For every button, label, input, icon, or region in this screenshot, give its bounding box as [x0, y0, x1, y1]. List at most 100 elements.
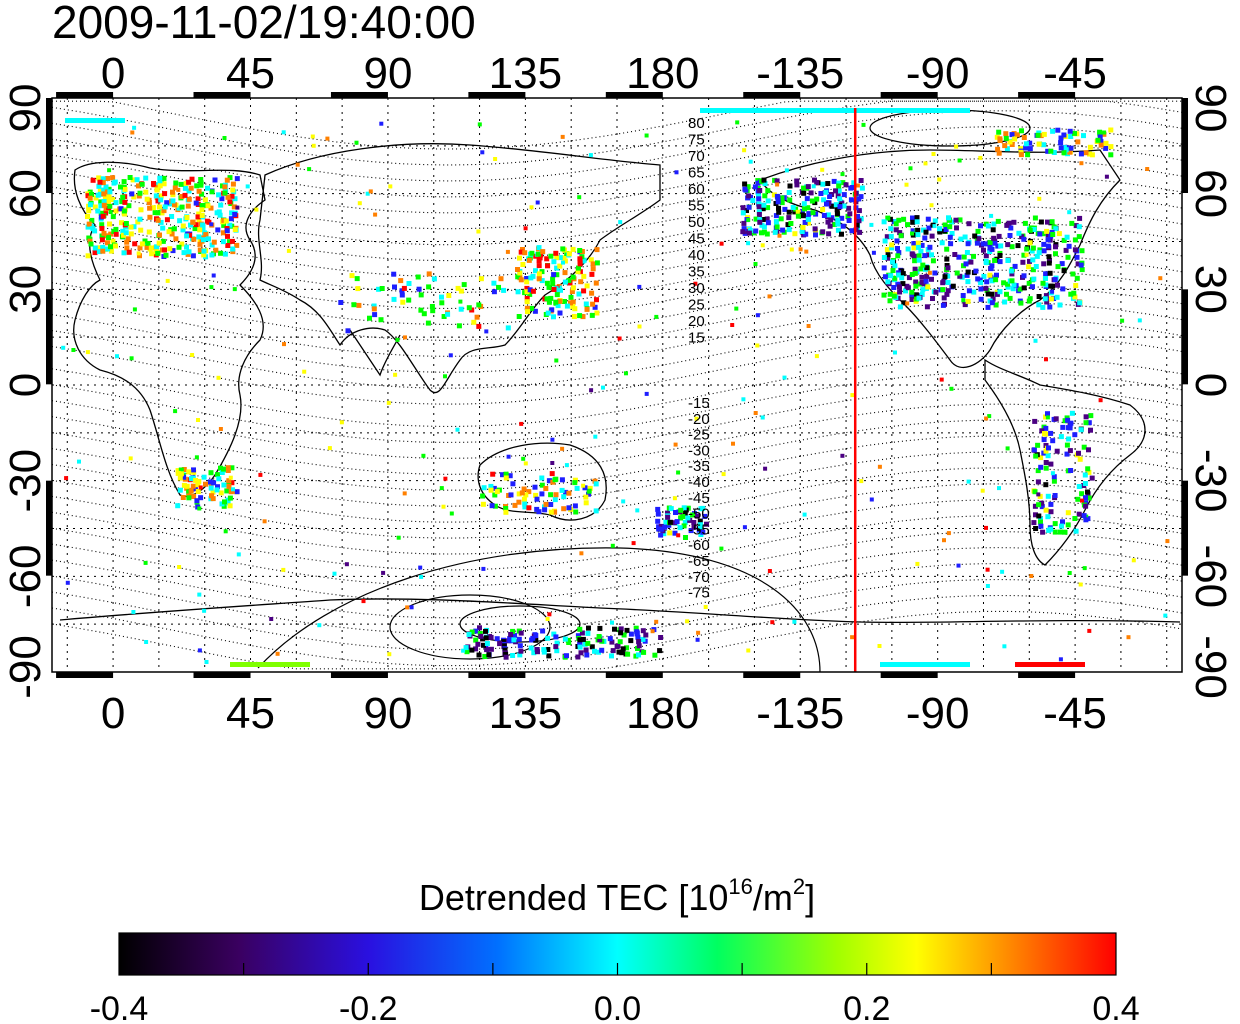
- tec-point: [85, 350, 90, 355]
- tec-point: [635, 646, 640, 651]
- tec-point: [1053, 416, 1059, 422]
- tec-point: [756, 204, 762, 210]
- tec-point: [582, 485, 588, 491]
- tec-point: [544, 296, 550, 302]
- tec-point: [193, 477, 199, 483]
- tec-point: [446, 293, 452, 298]
- tec-point: [1104, 174, 1109, 179]
- tec-point: [226, 478, 232, 484]
- tec-point: [961, 298, 966, 303]
- tec-point: [1083, 495, 1088, 501]
- tec-point: [848, 197, 854, 203]
- tec-point: [804, 249, 809, 254]
- tec-point: [1026, 280, 1032, 286]
- tec-point: [170, 189, 175, 195]
- tec-point: [856, 218, 862, 224]
- tec-point: [835, 221, 841, 227]
- tec-point: [748, 159, 753, 164]
- top-frame-bar: [743, 92, 801, 98]
- tec-point: [562, 279, 568, 285]
- tec-point: [406, 297, 412, 303]
- tec-point: [952, 252, 958, 257]
- tec-point: [947, 224, 953, 230]
- magnetic-label-south: -70: [688, 569, 710, 586]
- tec-point: [949, 231, 955, 236]
- tec-point: [932, 224, 937, 229]
- tec-point: [536, 271, 542, 277]
- tec-point: [205, 185, 210, 191]
- tec-point: [995, 243, 1001, 249]
- tec-point: [746, 193, 752, 199]
- tec-point: [774, 193, 780, 199]
- tec-point: [527, 291, 533, 297]
- tec-point: [439, 486, 444, 491]
- tec-point: [984, 525, 988, 530]
- tec-point: [222, 499, 227, 505]
- tec-point: [545, 647, 551, 652]
- tec-point: [1065, 425, 1071, 431]
- tec-point: [533, 268, 538, 274]
- tec-point: [155, 210, 161, 216]
- tec-point: [207, 479, 213, 485]
- tec-point: [484, 635, 489, 641]
- tec-point: [1041, 261, 1047, 267]
- tec-point: [1033, 526, 1039, 531]
- tec-point: [892, 275, 898, 281]
- tec-point: [533, 637, 539, 643]
- tec-point: [181, 467, 187, 472]
- tec-point: [755, 180, 761, 186]
- tec-point: [128, 231, 134, 237]
- tec-point: [1055, 127, 1061, 133]
- tec-point: [997, 259, 1003, 265]
- tec-point: [545, 635, 551, 641]
- tec-point: [672, 530, 678, 536]
- tec-point: [884, 234, 890, 240]
- tec-point: [1038, 464, 1044, 470]
- tec-point: [937, 177, 942, 182]
- tec-point: [985, 567, 990, 572]
- tec-point: [223, 218, 229, 224]
- tec-point: [191, 467, 196, 473]
- tec-point: [200, 222, 206, 228]
- tec-point: [430, 308, 436, 314]
- tec-point: [550, 437, 555, 442]
- tec-point: [786, 190, 792, 195]
- tec-point: [1038, 219, 1044, 225]
- tec-point: [1108, 127, 1114, 133]
- tec-point: [1065, 417, 1071, 423]
- tec-point: [201, 252, 207, 258]
- tec-point: [760, 243, 765, 248]
- tec-point: [418, 565, 423, 570]
- tec-point: [895, 246, 900, 251]
- tec-point: [912, 270, 918, 276]
- tec-point: [232, 227, 238, 233]
- tec-point: [554, 648, 560, 654]
- tec-point: [1030, 284, 1035, 290]
- tec-point: [1083, 150, 1089, 156]
- tec-point: [933, 289, 939, 295]
- tec-point: [332, 571, 337, 576]
- tec-point: [1088, 427, 1093, 433]
- tec-point: [1043, 293, 1049, 299]
- tec-point: [929, 233, 935, 239]
- tec-point: [152, 210, 158, 216]
- tec-point: [220, 230, 226, 236]
- tec-point: [208, 485, 214, 491]
- tec-point: [557, 298, 563, 304]
- tec-point: [184, 483, 190, 489]
- magnetic-label-north: 45: [688, 231, 705, 248]
- tec-point: [905, 301, 910, 306]
- tec-point: [776, 205, 781, 211]
- tec-point: [846, 218, 852, 223]
- tec-point: [984, 416, 989, 421]
- tec-point: [167, 201, 173, 207]
- tec-point: [154, 187, 160, 193]
- tec-point: [530, 288, 536, 294]
- tec-point: [997, 138, 1003, 143]
- tec-point: [443, 374, 447, 379]
- tec-point: [989, 291, 995, 297]
- tec-point: [464, 649, 470, 655]
- tec-point: [176, 205, 182, 211]
- tec-point: [663, 519, 669, 525]
- tec-point: [215, 472, 220, 478]
